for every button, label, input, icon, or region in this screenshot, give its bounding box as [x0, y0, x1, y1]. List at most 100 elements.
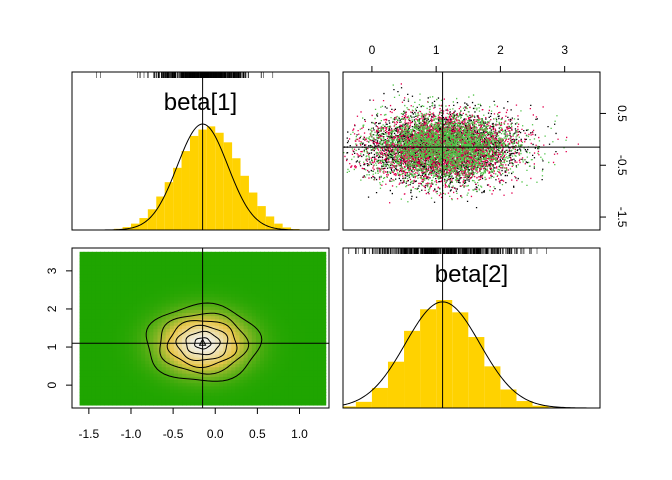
heatmap-cell	[292, 392, 298, 396]
heatmap-cell	[239, 334, 245, 339]
heatmap-cell	[157, 331, 163, 336]
heatmap-cell	[255, 376, 261, 381]
heatmap-cell	[194, 366, 200, 371]
heatmap-cell	[202, 264, 208, 269]
heatmap-cell	[264, 334, 269, 339]
heatmap-cell	[161, 385, 167, 390]
heatmap-cell	[169, 255, 175, 259]
heatmap-cell	[239, 280, 245, 285]
heatmap-cell	[288, 258, 294, 262]
heatmap-cell	[288, 334, 294, 339]
heatmap-cell	[173, 357, 179, 361]
heatmap-cell	[264, 328, 269, 333]
heatmap-cell	[194, 347, 200, 352]
heatmap-cell	[91, 385, 97, 390]
heatmap-cell	[313, 379, 319, 384]
heatmap-cell	[120, 379, 126, 384]
heatmap-cell	[190, 385, 195, 390]
heatmap-cell	[235, 322, 241, 326]
heatmap-cell	[136, 318, 142, 323]
heatmap-cell	[112, 306, 118, 310]
heatmap-cell	[231, 274, 237, 278]
heatmap-cell	[83, 379, 89, 384]
heatmap-cell	[305, 306, 310, 310]
heatmap-cell	[149, 385, 154, 390]
heatmap-cell	[202, 382, 208, 387]
heatmap-cell	[169, 251, 175, 256]
heatmap-cell	[301, 251, 306, 256]
heatmap-cell	[161, 296, 167, 301]
heatmap-cell	[104, 261, 109, 266]
heatmap-cell	[280, 385, 286, 390]
heatmap-cell	[124, 331, 130, 336]
heatmap-cell	[231, 325, 237, 329]
heatmap-cell	[108, 290, 113, 294]
heatmap-cell	[247, 376, 253, 381]
heatmap-cell	[157, 261, 163, 266]
heatmap-cell	[112, 392, 118, 396]
heatmap-cell	[317, 264, 323, 269]
heatmap-cell	[235, 251, 241, 256]
heatmap-cell	[210, 290, 216, 294]
heatmap-cell	[296, 315, 302, 320]
heatmap-cell	[149, 306, 154, 310]
heatmap-cell	[276, 315, 282, 320]
heatmap-cell	[206, 382, 212, 387]
heatmap-cell	[264, 302, 269, 307]
heatmap-cell	[317, 398, 323, 403]
heatmap-cell	[136, 258, 142, 262]
heatmap-cell	[268, 261, 273, 266]
heatmap-cell	[301, 293, 306, 298]
heatmap-cell	[255, 302, 261, 307]
heatmap-cell	[128, 347, 134, 352]
heatmap-cell	[296, 395, 302, 400]
heatmap-cell	[124, 299, 130, 304]
heatmap-cell	[136, 385, 142, 390]
heatmap-cell	[301, 296, 306, 301]
heatmap-cell	[87, 267, 93, 272]
heatmap-cell	[182, 328, 187, 333]
heatmap-cell	[284, 306, 290, 310]
heatmap-cell	[112, 366, 118, 371]
heatmap-cell	[239, 274, 245, 278]
heatmap-cell	[214, 369, 220, 374]
heatmap-cell	[243, 296, 249, 301]
heatmap-cell	[95, 401, 101, 406]
heatmap-cell	[235, 270, 241, 275]
heatmap-cell	[272, 328, 278, 333]
heatmap-cell	[280, 389, 286, 393]
heatmap-cell	[190, 337, 195, 342]
heatmap-cell	[255, 255, 261, 259]
heatmap-cell	[173, 299, 179, 304]
heatmap-cell	[292, 251, 298, 256]
heatmap-cell	[280, 334, 286, 339]
heatmap-cell	[178, 309, 183, 314]
heatmap-cell	[124, 376, 130, 381]
heatmap-cell	[251, 347, 257, 352]
heatmap-cell	[100, 366, 105, 371]
heatmap-cell	[87, 334, 93, 339]
heatmap-cell	[120, 280, 126, 285]
heatmap-cell	[214, 328, 220, 333]
heatmap-cell	[124, 347, 130, 352]
heatmap-cell	[186, 385, 191, 390]
heatmap-cell	[260, 379, 265, 384]
heatmap-cell	[112, 293, 118, 298]
histogram-bar	[484, 366, 501, 408]
heatmap-cell	[247, 312, 253, 317]
heatmap-cell	[194, 334, 200, 339]
heatmap-cell	[91, 379, 97, 384]
heatmap-cell	[116, 251, 122, 256]
heatmap-cell	[145, 251, 150, 256]
heatmap-cell	[227, 347, 232, 352]
heatmap-cell	[243, 283, 249, 288]
heatmap-cell	[124, 286, 130, 291]
heatmap-cell	[309, 315, 314, 320]
histogram-bar	[404, 330, 421, 408]
heatmap-cell	[173, 325, 179, 329]
heatmap-cell	[112, 398, 118, 403]
heatmap-cell	[128, 328, 134, 333]
heatmap-cell	[83, 350, 89, 355]
heatmap-cell	[227, 261, 232, 266]
heatmap-cell	[309, 283, 314, 288]
